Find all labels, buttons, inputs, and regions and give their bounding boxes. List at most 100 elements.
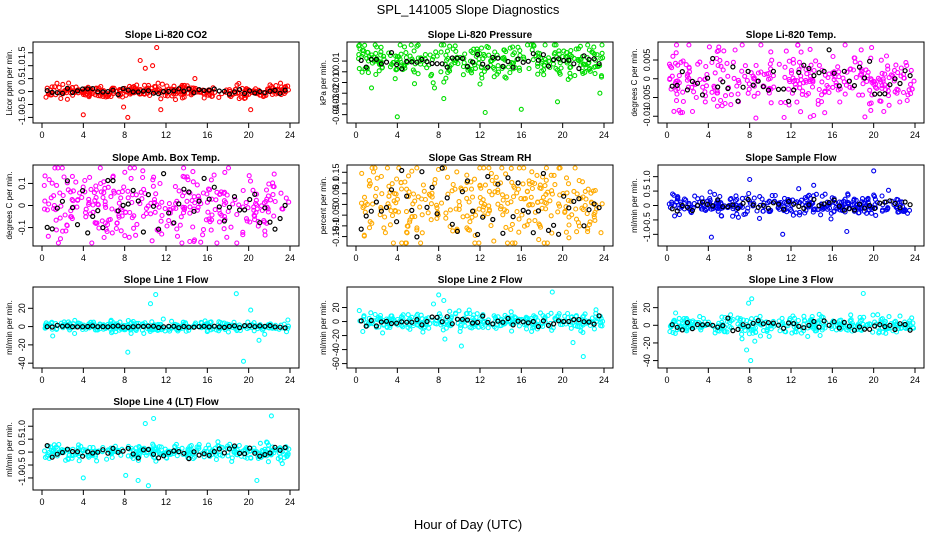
data-point (470, 320, 476, 326)
data-point (125, 188, 131, 194)
data-point (127, 209, 133, 216)
data-point (739, 336, 745, 342)
data-point (670, 191, 676, 197)
data-point (672, 60, 679, 66)
data-point (436, 292, 442, 298)
data-point (388, 208, 394, 214)
data-point (768, 100, 774, 106)
data-point (257, 323, 263, 329)
data-point (377, 312, 384, 319)
data-point (94, 220, 100, 226)
data-point (181, 186, 187, 192)
data-point (875, 75, 881, 81)
data-point (712, 191, 718, 197)
data-point (262, 448, 268, 454)
data-point (807, 46, 813, 52)
data-point (452, 186, 458, 192)
data-point (495, 318, 501, 324)
data-point (462, 51, 468, 57)
data-point (364, 49, 371, 55)
data-point (74, 222, 81, 228)
data-point (745, 90, 751, 96)
data-point (171, 88, 177, 94)
data-point (867, 87, 873, 93)
data-point (461, 60, 467, 66)
x-tick-label: 4 (395, 253, 400, 263)
data-point (745, 205, 751, 211)
data-point (504, 240, 511, 246)
data-point (83, 214, 89, 220)
data-point (836, 83, 842, 89)
data-point (422, 52, 428, 58)
data-point (816, 86, 822, 93)
data-point (206, 196, 212, 202)
data-point (718, 97, 724, 104)
data-point (140, 213, 147, 219)
data-point (817, 332, 823, 339)
x-tick-label: 0 (664, 253, 669, 263)
data-point (409, 207, 415, 213)
data-point (54, 451, 60, 457)
data-point (125, 445, 131, 451)
data-point (714, 103, 721, 109)
data-point (684, 320, 691, 326)
data-point (806, 322, 812, 328)
data-point (829, 326, 835, 332)
data-point (277, 215, 283, 222)
data-point (805, 333, 811, 339)
data-point (526, 218, 532, 224)
data-point (389, 181, 395, 187)
data-point (191, 324, 197, 330)
data-point (481, 201, 488, 207)
data-point (95, 89, 101, 95)
data-point (105, 450, 111, 456)
reference-points (358, 165, 602, 240)
data-point (587, 219, 593, 225)
data-point (257, 453, 263, 459)
data-point (456, 199, 462, 205)
data-point (247, 445, 253, 451)
data-point (892, 326, 898, 333)
data-point (586, 319, 592, 325)
data-point (155, 80, 161, 86)
x-tick-label: 24 (910, 253, 920, 263)
data-point (800, 88, 806, 94)
data-point (494, 52, 500, 58)
data-point (221, 201, 227, 208)
data-point (742, 327, 748, 333)
data-point (787, 79, 793, 85)
data-point (231, 443, 238, 449)
data-point (707, 198, 713, 204)
data-point (841, 319, 847, 325)
data-point (767, 75, 773, 82)
x-tick-label: 12 (161, 253, 171, 263)
data-point (447, 308, 453, 314)
data-point (450, 228, 456, 234)
data-point (378, 44, 384, 50)
data-point (740, 322, 746, 328)
data-point (903, 60, 909, 66)
data-point (548, 310, 554, 316)
data-point (149, 238, 155, 244)
y-tick-label: -60 (331, 357, 341, 370)
data-point (758, 42, 764, 48)
data-point (492, 49, 498, 55)
data-point (556, 48, 562, 54)
data-point (485, 325, 491, 331)
data-point (503, 224, 509, 230)
data-point (897, 321, 903, 327)
data-point (264, 440, 270, 446)
data-point (760, 84, 766, 90)
data-point (262, 323, 268, 329)
data-point (460, 72, 466, 78)
data-point (699, 195, 705, 201)
data-point (679, 327, 685, 333)
data-point (264, 196, 270, 202)
data-point (796, 59, 803, 65)
data-point (667, 76, 673, 83)
data-point (454, 226, 460, 232)
data-point (794, 99, 800, 105)
data-point (251, 204, 257, 210)
data-point (530, 325, 536, 331)
